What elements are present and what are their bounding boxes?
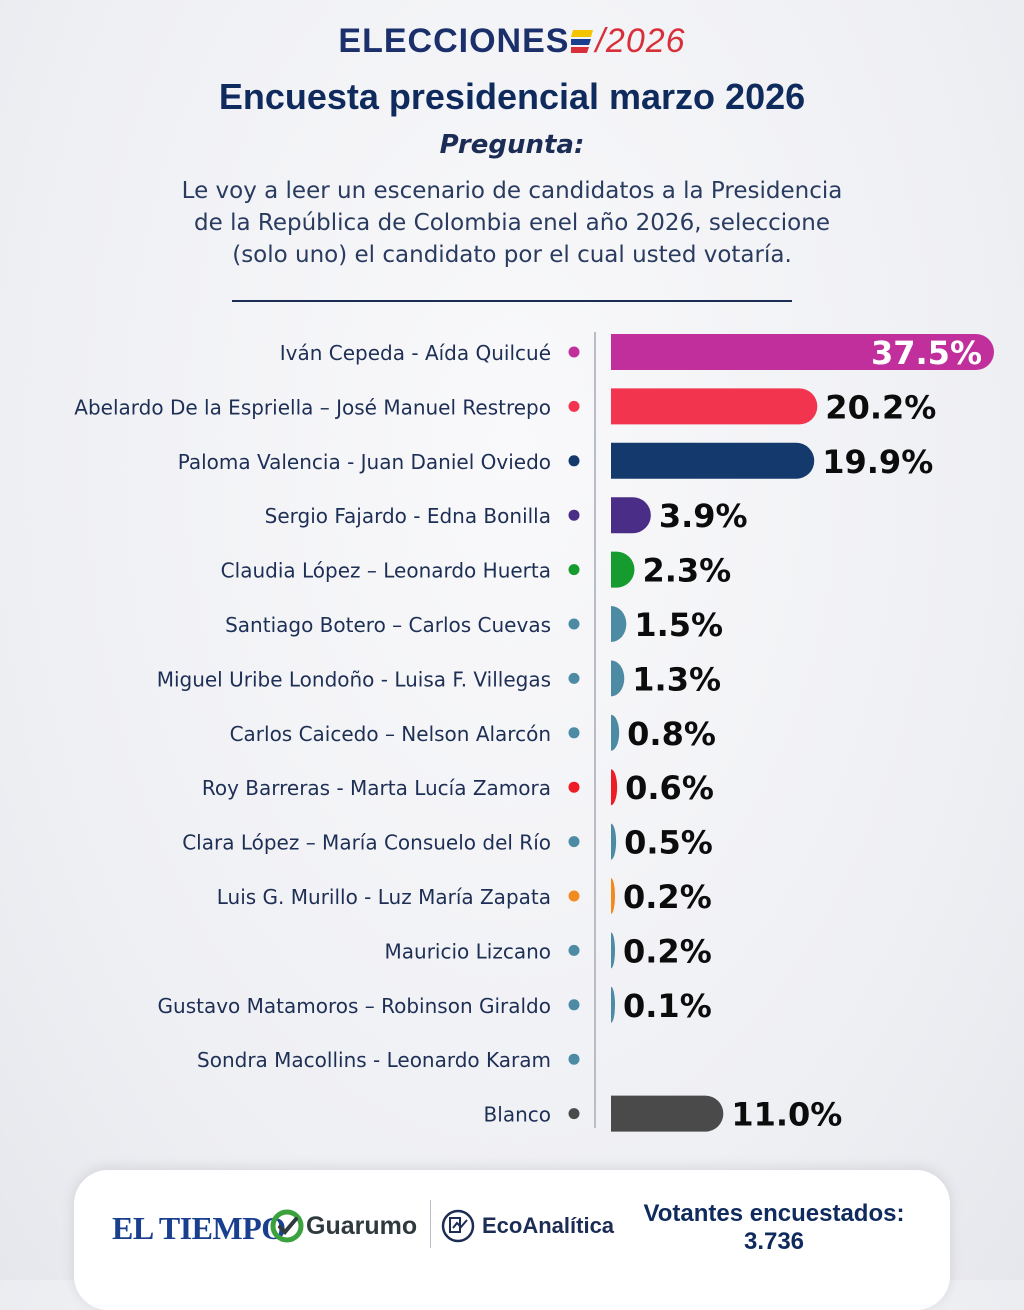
footer-card: EL TIEMPO Guarumo EcoAnalítica Votantes …	[74, 1170, 950, 1310]
category-label: Carlos Caicedo – Nelson Alarcón	[230, 722, 551, 746]
legend-dot	[568, 781, 580, 793]
question-line: (solo uno) el candidato por el cual uste…	[232, 242, 792, 268]
data-label: 1.5%	[634, 606, 723, 644]
category-label: Santiago Botero – Carlos Cuevas	[225, 613, 551, 637]
category-label: Paloma Valencia - Juan Daniel Oviedo	[178, 450, 551, 474]
ecoanalitica-icon	[441, 1209, 475, 1243]
legend-dot	[568, 1108, 580, 1120]
category-label: Gustavo Matamoros – Robinson Giraldo	[158, 994, 551, 1018]
legend-dot	[568, 346, 580, 358]
legend-dot	[568, 890, 580, 902]
legend-dot	[568, 618, 580, 630]
legend-dot	[568, 455, 580, 467]
guarumo-text: Guarumo	[306, 1211, 418, 1240]
bar	[611, 878, 615, 914]
data-label: 0.5%	[624, 824, 713, 862]
legend-dot	[568, 672, 580, 684]
bar	[611, 334, 994, 370]
data-label: 11.0%	[731, 1096, 842, 1134]
legend-dot	[568, 564, 580, 576]
data-label: 0.2%	[623, 878, 712, 916]
data-label: 0.8%	[627, 715, 716, 753]
question-line: de la República de Colombia enel año 202…	[194, 210, 830, 236]
logo-separator	[430, 1200, 431, 1248]
data-label: 19.9%	[822, 443, 933, 481]
voters-info: Votantes encuestados: 3.736	[624, 1200, 924, 1256]
category-label: Abelardo De la Espriella – José Manuel R…	[74, 395, 551, 419]
bar	[611, 986, 615, 1023]
bar	[611, 551, 635, 588]
brand-word: ELECCIONES	[338, 22, 570, 60]
bar	[611, 442, 815, 479]
bar	[611, 769, 618, 806]
legend-dot	[568, 944, 580, 956]
brand-year: /2026	[595, 22, 686, 60]
category-label: Luis G. Murillo - Luz María Zapata	[217, 885, 551, 909]
legend-dot	[568, 727, 580, 739]
category-label: Mauricio Lizcano	[385, 939, 551, 963]
bar	[611, 932, 615, 969]
category-label: Sergio Fajardo - Edna Bonilla	[265, 504, 551, 528]
data-label: 2.3%	[642, 552, 731, 590]
category-label: Clara López – María Consuelo del Río	[182, 831, 551, 855]
question-label: Pregunta:	[439, 130, 585, 160]
legend-dot	[568, 1053, 580, 1065]
category-label: Sondra Macollins - Leonardo Karam	[197, 1048, 551, 1072]
bar	[611, 1095, 724, 1132]
ecoanalitica-logo: EcoAnalítica	[440, 1206, 614, 1246]
bar	[611, 823, 617, 860]
data-label: 1.3%	[632, 660, 721, 698]
ecoanalitica-text: EcoAnalítica	[482, 1213, 615, 1238]
data-label: 0.2%	[623, 932, 712, 970]
legend-dot	[568, 836, 580, 848]
bar	[611, 497, 651, 534]
category-label: Miguel Uribe Londoño - Luisa F. Villegas	[157, 667, 551, 691]
bar-chart: Iván Cepeda - Aída Quilcué 37.5% Abelardo …	[74, 332, 994, 1134]
page-title: Encuesta presidencial marzo 2026	[218, 76, 806, 117]
legend-dot	[568, 400, 580, 412]
question-text: Le voy a leer un escenario de candidatos…	[150, 175, 874, 271]
data-label: 0.6%	[625, 769, 714, 807]
guarumo-logo: Guarumo	[270, 1206, 417, 1246]
data-label: 3.9%	[659, 497, 748, 535]
bar	[611, 660, 625, 697]
category-label: Iván Cepeda - Aída Quilcué	[280, 341, 551, 365]
elecciones-logo: ELECCIONES /2026	[0, 22, 1024, 61]
el-tiempo-logo: EL TIEMPO	[112, 1210, 286, 1246]
category-label: Roy Barreras - Marta Lucía Zamora	[202, 776, 551, 800]
data-label: 37.5%	[871, 334, 982, 372]
bar	[611, 714, 620, 751]
header-divider	[232, 300, 792, 302]
category-label: Claudia López – Leonardo Huerta	[221, 559, 551, 583]
category-label: Blanco	[484, 1103, 551, 1127]
legend-dot	[568, 509, 580, 521]
voters-value: 3.736	[743, 1228, 805, 1255]
voters-label: Votantes encuestados:	[643, 1200, 905, 1227]
legend-dot	[568, 999, 580, 1011]
bar	[611, 606, 627, 642]
data-label: 0.1%	[623, 987, 712, 1025]
flag-icon	[571, 30, 594, 53]
data-label: 20.2%	[825, 388, 936, 426]
bar	[611, 388, 818, 425]
guarumo-icon	[270, 1209, 304, 1243]
question-line: Le voy a leer un escenario de candidatos…	[181, 178, 843, 204]
